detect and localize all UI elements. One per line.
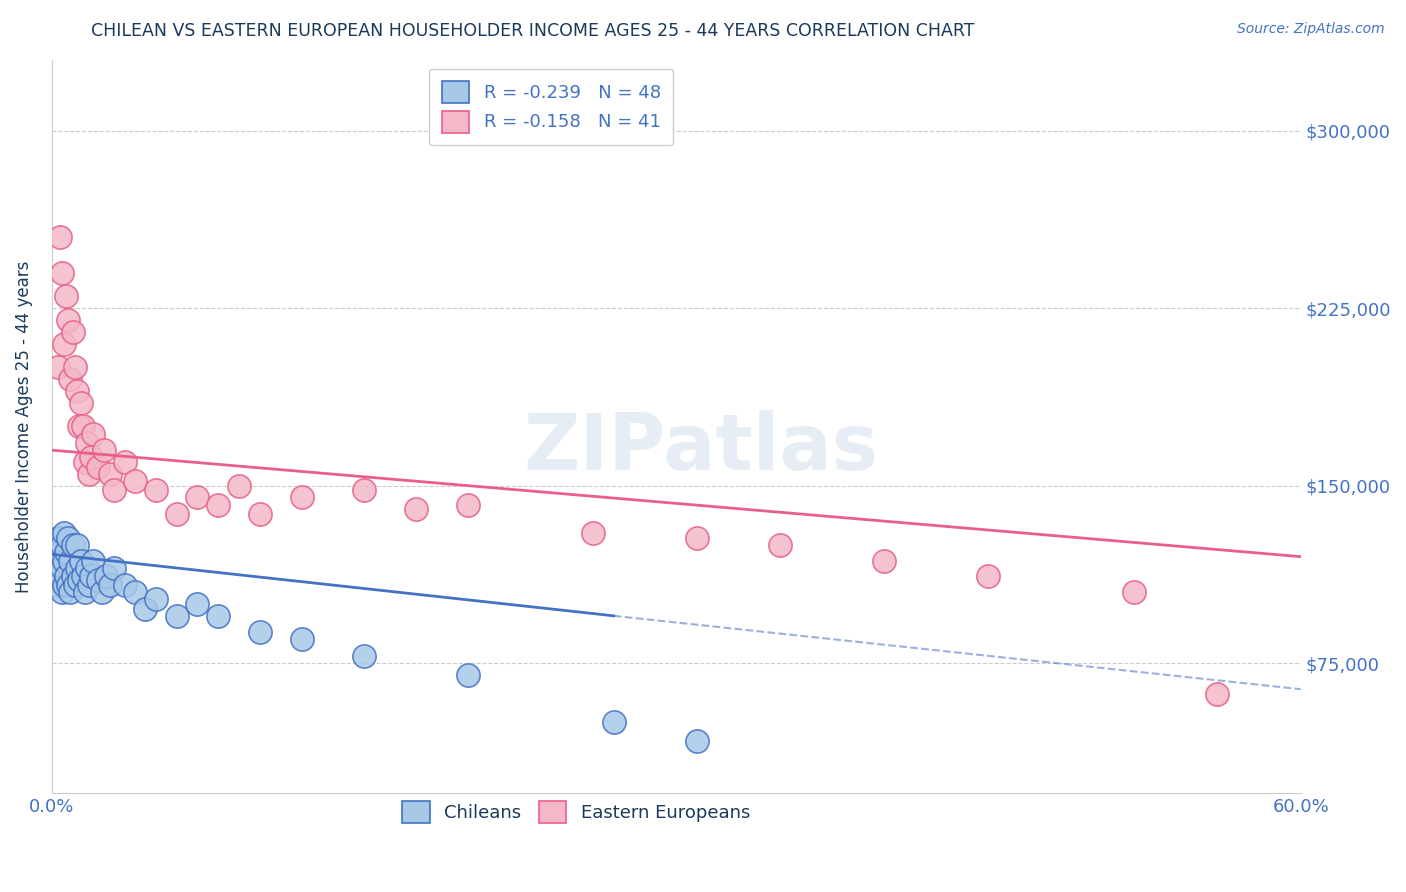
Point — [59, 372, 82, 386]
Point — [53, 526, 76, 541]
Point — [49, 568, 72, 582]
Point — [145, 592, 167, 607]
Point — [46, 554, 69, 568]
Point — [77, 467, 100, 481]
Point — [46, 531, 69, 545]
Point — [686, 531, 709, 545]
Point — [98, 467, 121, 481]
Point — [457, 668, 479, 682]
Point — [55, 568, 77, 582]
Point — [51, 266, 73, 280]
Point — [86, 574, 108, 588]
Point — [51, 585, 73, 599]
Point — [94, 568, 117, 582]
Legend: Chileans, Eastern Europeans: Chileans, Eastern Europeans — [389, 789, 762, 836]
Point — [51, 538, 73, 552]
Point — [46, 360, 69, 375]
Point — [977, 568, 1000, 582]
Point — [76, 436, 98, 450]
Point — [77, 578, 100, 592]
Point — [82, 426, 104, 441]
Point — [603, 715, 626, 730]
Point — [249, 625, 271, 640]
Point — [582, 526, 605, 541]
Point — [58, 578, 80, 592]
Point — [249, 507, 271, 521]
Point — [134, 601, 156, 615]
Point — [58, 313, 80, 327]
Point — [290, 491, 312, 505]
Point — [62, 568, 84, 582]
Point — [114, 455, 136, 469]
Point — [353, 483, 375, 498]
Point — [405, 502, 427, 516]
Text: Source: ZipAtlas.com: Source: ZipAtlas.com — [1237, 22, 1385, 37]
Point — [686, 734, 709, 748]
Point — [186, 491, 208, 505]
Point — [207, 608, 229, 623]
Point — [207, 498, 229, 512]
Point — [55, 545, 77, 559]
Point — [73, 455, 96, 469]
Point — [51, 561, 73, 575]
Point — [76, 561, 98, 575]
Point — [103, 483, 125, 498]
Point — [70, 396, 93, 410]
Point — [769, 538, 792, 552]
Point — [53, 578, 76, 592]
Point — [124, 474, 146, 488]
Point — [67, 574, 90, 588]
Point — [90, 585, 112, 599]
Point — [873, 554, 896, 568]
Point — [457, 498, 479, 512]
Point — [73, 585, 96, 599]
Text: CHILEAN VS EASTERN EUROPEAN HOUSEHOLDER INCOME AGES 25 - 44 YEARS CORRELATION CH: CHILEAN VS EASTERN EUROPEAN HOUSEHOLDER … — [91, 22, 974, 40]
Point — [66, 538, 89, 552]
Point — [80, 568, 103, 582]
Point — [93, 443, 115, 458]
Point — [1206, 687, 1229, 701]
Point — [49, 230, 72, 244]
Point — [86, 459, 108, 474]
Text: ZIPatlas: ZIPatlas — [523, 410, 879, 486]
Point — [145, 483, 167, 498]
Point — [228, 478, 250, 492]
Point — [80, 450, 103, 465]
Point — [62, 538, 84, 552]
Point — [55, 289, 77, 303]
Point — [53, 554, 76, 568]
Point — [186, 597, 208, 611]
Point — [98, 578, 121, 592]
Point — [72, 568, 94, 582]
Point — [63, 360, 86, 375]
Point — [72, 419, 94, 434]
Point — [63, 578, 86, 592]
Point — [45, 578, 67, 592]
Y-axis label: Householder Income Ages 25 - 44 years: Householder Income Ages 25 - 44 years — [15, 260, 32, 592]
Point — [1123, 585, 1146, 599]
Point — [103, 561, 125, 575]
Point — [166, 507, 188, 521]
Point — [166, 608, 188, 623]
Point — [124, 585, 146, 599]
Point — [66, 384, 89, 398]
Point — [59, 585, 82, 599]
Point — [82, 554, 104, 568]
Point — [70, 554, 93, 568]
Point — [67, 419, 90, 434]
Point — [114, 578, 136, 592]
Point — [58, 531, 80, 545]
Point — [66, 561, 89, 575]
Point — [53, 336, 76, 351]
Point — [59, 554, 82, 568]
Point — [49, 545, 72, 559]
Point — [353, 649, 375, 664]
Point — [62, 325, 84, 339]
Point — [290, 632, 312, 647]
